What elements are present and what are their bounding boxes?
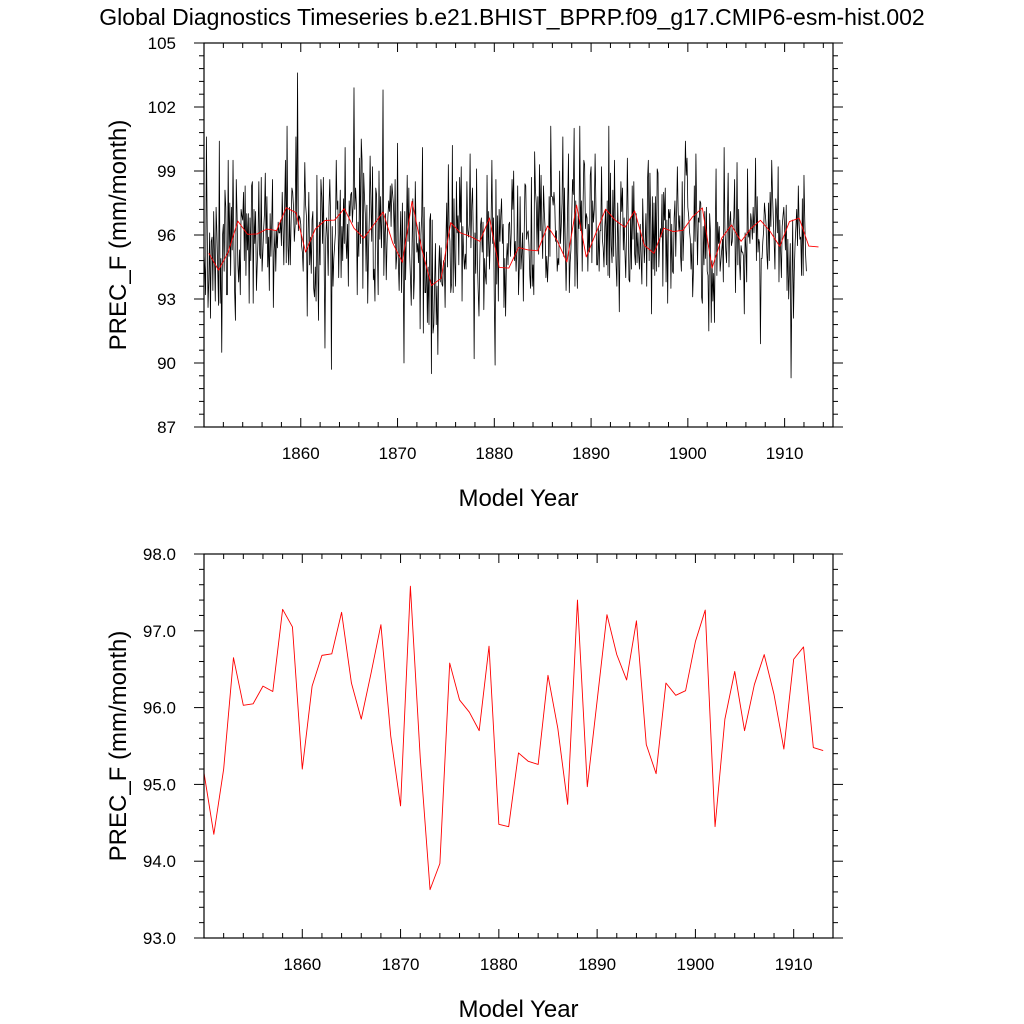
x-tick-label: 1880 — [475, 444, 513, 463]
x-tick-label: 1910 — [775, 955, 813, 974]
y-tick-label: 98.0 — [143, 545, 176, 564]
x-tick-label: 1900 — [676, 955, 714, 974]
x-tick-label: 1870 — [379, 444, 417, 463]
x-tick-label: 1880 — [480, 955, 518, 974]
y-axis-label: PREC_F (mm/month) — [105, 631, 132, 862]
top-series-monthly — [204, 72, 807, 379]
y-tick-label: 87 — [157, 418, 176, 437]
top-series-annual-mean — [208, 200, 819, 287]
x-tick-label: 1890 — [578, 955, 616, 974]
x-tick-label: 1860 — [282, 444, 320, 463]
y-tick-label: 93 — [157, 290, 176, 309]
plot-frame — [203, 553, 834, 939]
x-axis-label: Model Year — [458, 485, 578, 512]
top-panel: 1860 1870 1880 1890 1900 1910 87 90 93 96 99 102 105… — [105, 34, 843, 512]
y-tick-label: 96 — [157, 226, 176, 245]
bottom-panel: 1860 1870 1880 1890 1900 1910 93.0 94.0 95.0 96.0… — [105, 545, 843, 1023]
x-tick-label: 1910 — [766, 444, 804, 463]
y-tick-label: 90 — [157, 354, 176, 373]
x-tick-label: 1900 — [669, 444, 707, 463]
y-tick-label: 102 — [148, 98, 176, 117]
y-tick-label: 96.0 — [143, 699, 176, 718]
y-tick-label: 94.0 — [143, 852, 176, 871]
x-tick-label: 1860 — [283, 955, 321, 974]
y-tick-label: 99 — [157, 162, 176, 181]
y-tick-label: 95.0 — [143, 775, 176, 794]
y-tick-label: 97.0 — [143, 622, 176, 641]
chart-title: Global Diagnostics Timeseries b.e21.BHIS… — [99, 4, 924, 30]
bottom-series-annual-mean — [204, 585, 824, 891]
x-tick-label: 1870 — [382, 955, 420, 974]
y-tick-label: 105 — [148, 34, 176, 53]
y-axis-label: PREC_F (mm/month) — [105, 120, 132, 351]
x-tick-label: 1890 — [572, 444, 610, 463]
x-axis-label: Model Year — [458, 996, 578, 1023]
y-tick-label: 93.0 — [143, 929, 176, 948]
